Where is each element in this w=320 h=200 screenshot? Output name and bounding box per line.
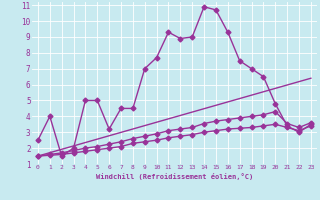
X-axis label: Windchill (Refroidissement éolien,°C): Windchill (Refroidissement éolien,°C) [96,173,253,180]
